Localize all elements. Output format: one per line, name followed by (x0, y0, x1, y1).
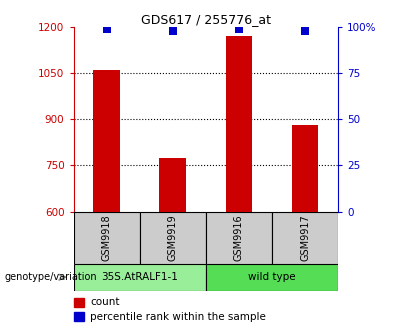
Title: GDS617 / 255776_at: GDS617 / 255776_at (141, 13, 271, 26)
Bar (74, 264, 206, 291)
Text: GSM9916: GSM9916 (234, 214, 244, 261)
Bar (160, 158, 186, 212)
Point (103, 26, 110, 31)
Text: wild type: wild type (248, 272, 296, 282)
Bar (206, 264, 338, 291)
Bar (226, 36, 252, 212)
Point (236, 26, 242, 31)
Point (302, 28, 308, 33)
Text: GSM9917: GSM9917 (300, 214, 310, 261)
Text: count: count (90, 297, 120, 307)
Point (169, 28, 176, 33)
Bar (206, 212, 272, 264)
Text: genotype/variation: genotype/variation (4, 272, 97, 282)
Text: GSM9919: GSM9919 (168, 214, 178, 261)
Bar (139, 212, 206, 264)
Bar (292, 125, 318, 212)
Bar (74, 212, 139, 264)
Bar (272, 212, 338, 264)
Bar (93, 70, 120, 212)
Text: percentile rank within the sample: percentile rank within the sample (90, 312, 266, 322)
Text: GSM9918: GSM9918 (102, 214, 112, 261)
Text: 35S.AtRALF1-1: 35S.AtRALF1-1 (101, 272, 178, 282)
